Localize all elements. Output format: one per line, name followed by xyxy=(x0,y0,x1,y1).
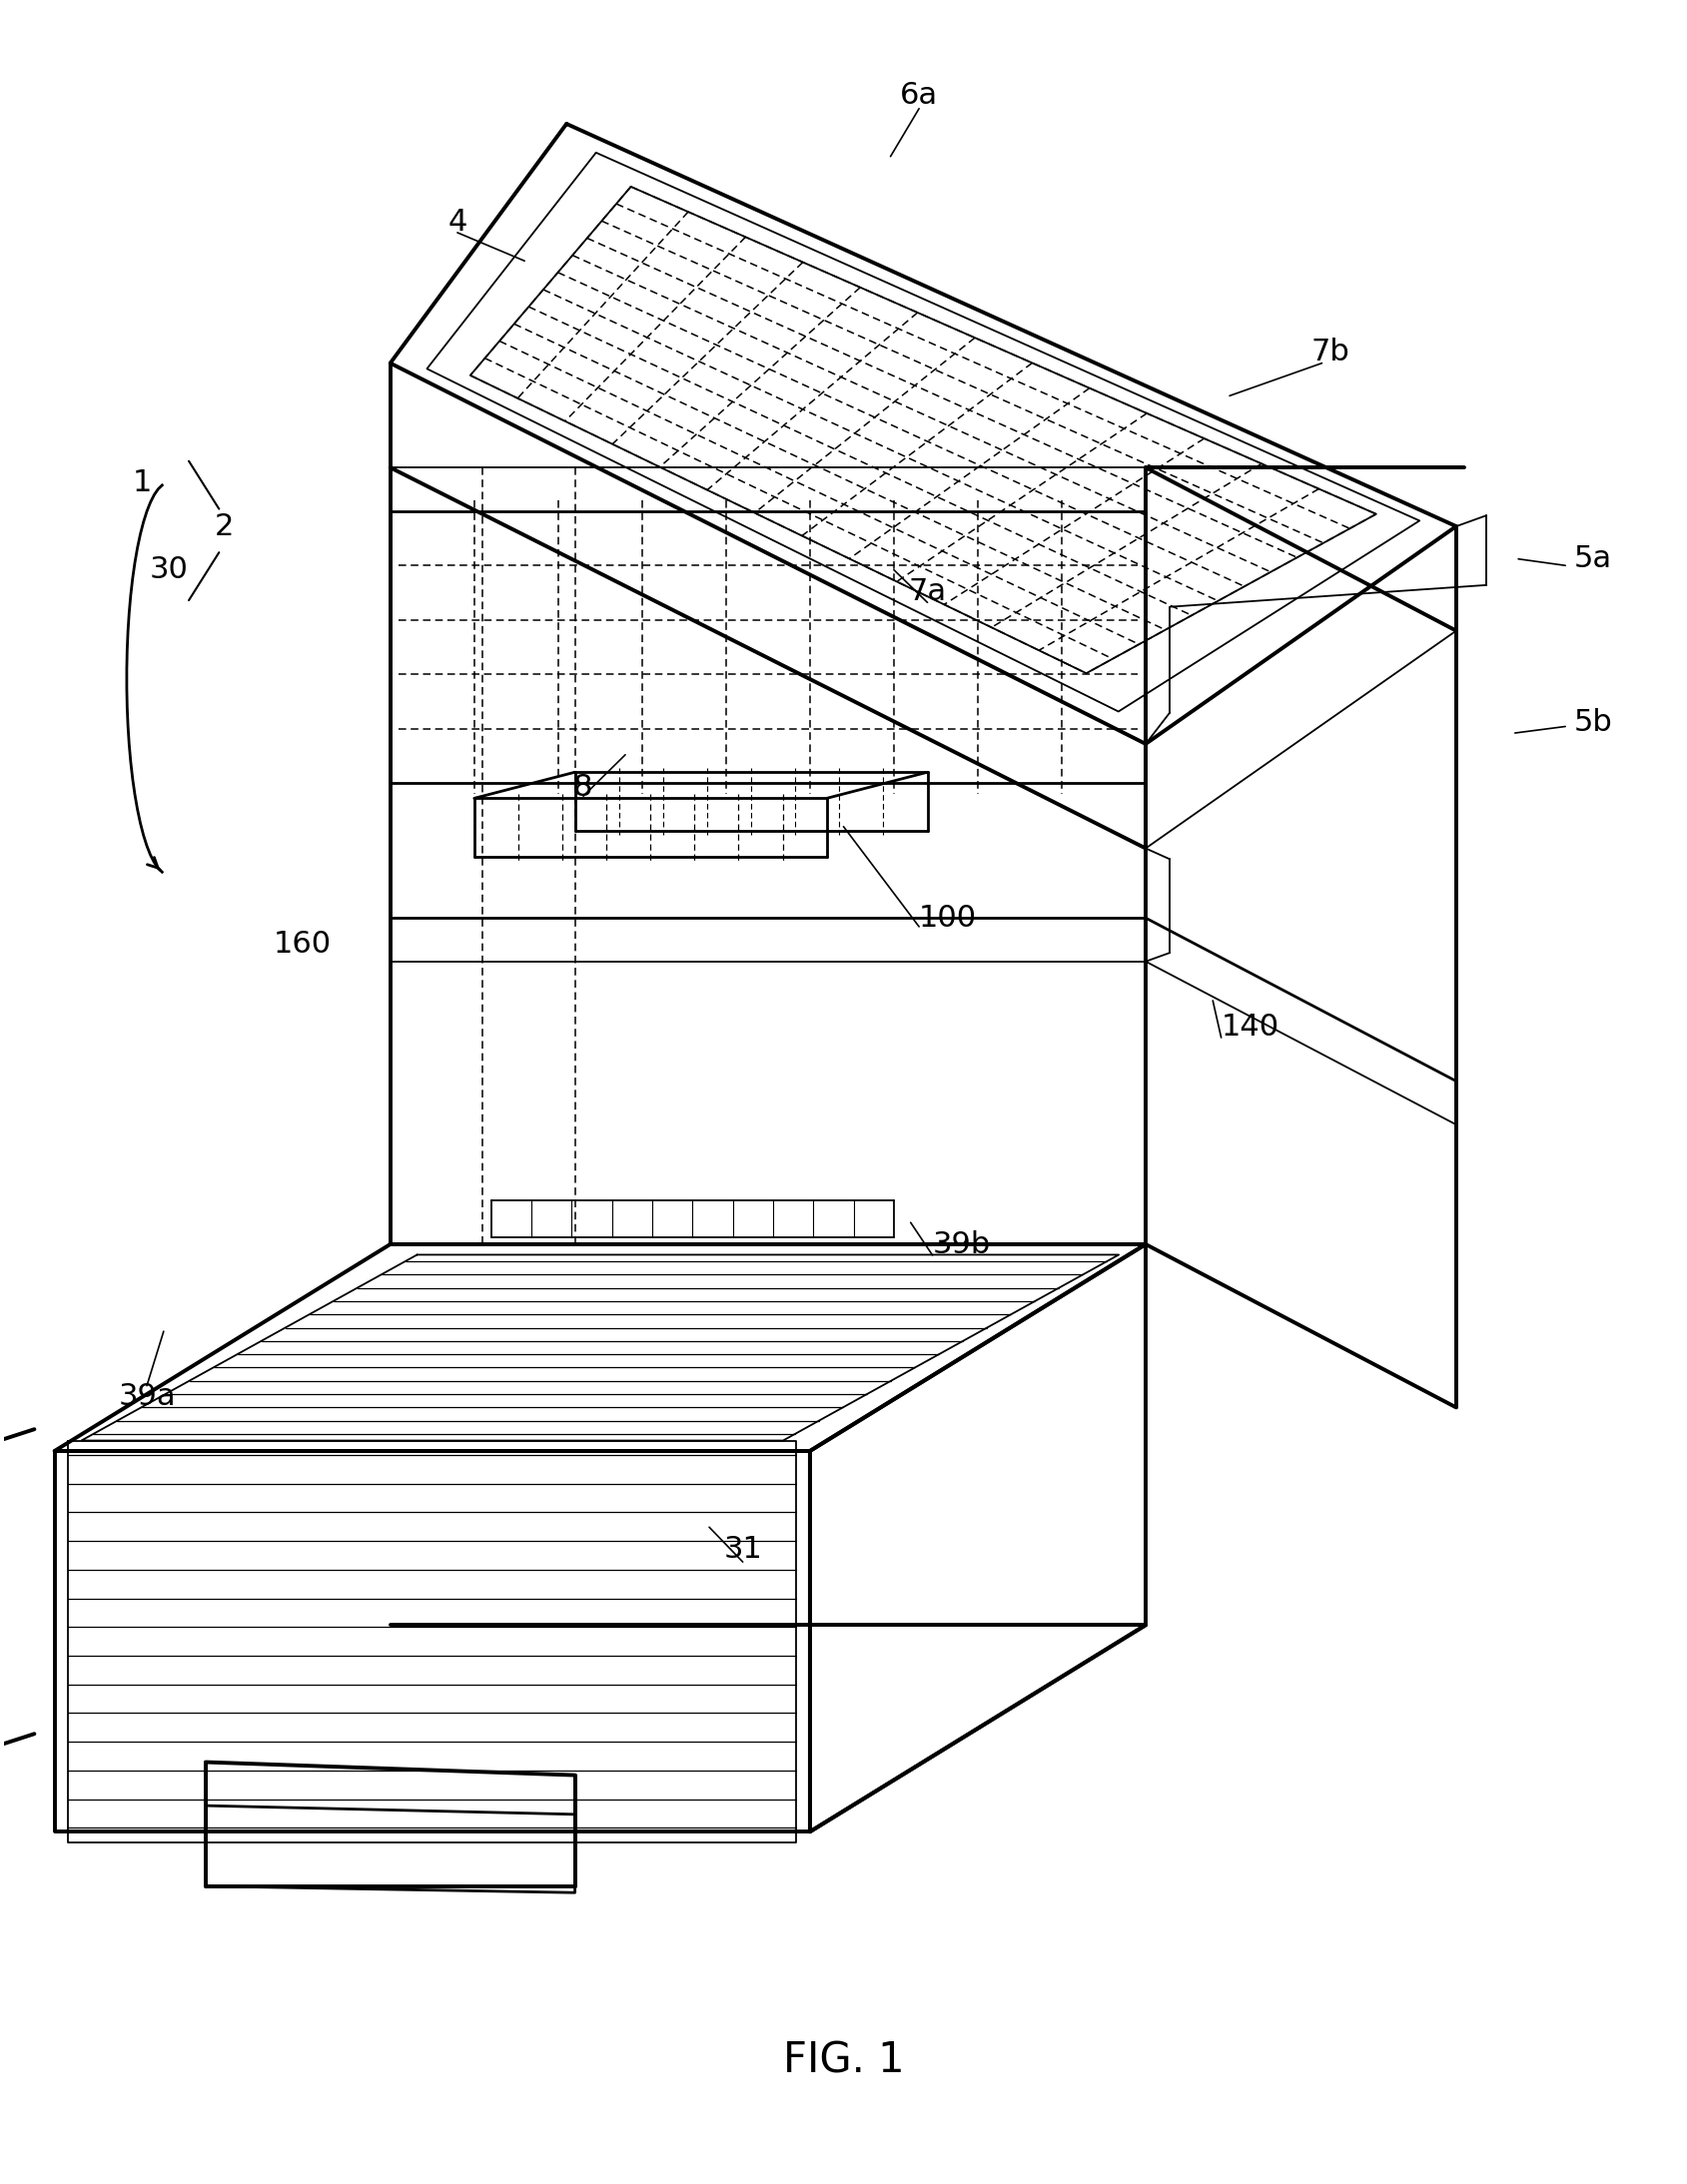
Text: 31: 31 xyxy=(724,1535,763,1564)
Text: 5a: 5a xyxy=(1574,544,1611,574)
Text: 2: 2 xyxy=(214,511,233,542)
Text: FIG. 1: FIG. 1 xyxy=(783,2040,904,2081)
Text: 140: 140 xyxy=(1221,1011,1279,1042)
Text: 5b: 5b xyxy=(1574,708,1613,736)
Text: 1: 1 xyxy=(132,467,152,498)
Text: 7b: 7b xyxy=(1311,339,1350,367)
Text: 160: 160 xyxy=(273,930,332,959)
Text: 39a: 39a xyxy=(118,1382,175,1411)
Text: 8: 8 xyxy=(574,773,594,802)
Text: 30: 30 xyxy=(148,555,187,585)
Text: 6a: 6a xyxy=(899,81,938,109)
Text: 7a: 7a xyxy=(908,577,946,607)
Text: 4: 4 xyxy=(447,207,467,236)
Text: 39b: 39b xyxy=(933,1230,990,1258)
Text: 100: 100 xyxy=(919,904,977,933)
